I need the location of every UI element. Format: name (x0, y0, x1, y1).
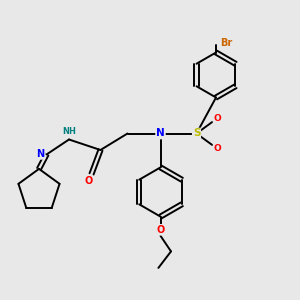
Text: O: O (156, 225, 165, 235)
Text: O: O (214, 114, 221, 123)
Text: Br: Br (220, 38, 232, 48)
Text: O: O (84, 176, 93, 186)
Text: S: S (193, 128, 200, 139)
Text: N: N (156, 128, 165, 139)
Text: O: O (214, 144, 221, 153)
Text: NH: NH (62, 127, 76, 136)
Text: N: N (36, 149, 45, 159)
